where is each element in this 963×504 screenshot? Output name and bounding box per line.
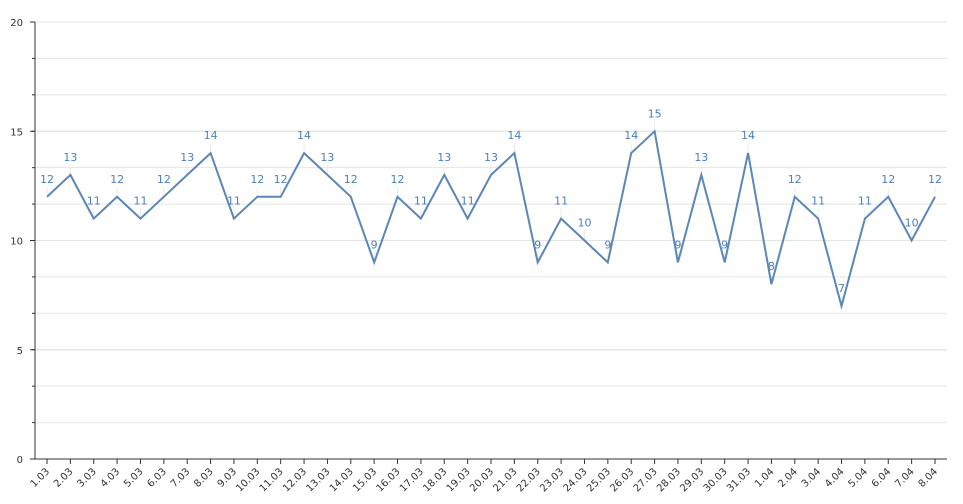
x-tick-label: 27.03 xyxy=(632,466,660,494)
data-label: 11 xyxy=(87,195,101,208)
x-tick-label: 1.04 xyxy=(753,466,777,490)
grid-lines xyxy=(35,21,947,424)
data-label: 12 xyxy=(391,173,405,186)
x-tick-label: 25.03 xyxy=(585,466,613,494)
series-line xyxy=(46,129,936,310)
x-tick-label: 6.03 xyxy=(145,466,169,490)
data-label: 11 xyxy=(133,195,147,208)
data-label: 13 xyxy=(694,151,708,164)
data-label: 14 xyxy=(624,129,638,142)
x-tick-label: 29.03 xyxy=(678,466,706,494)
y-tick-label: 0 xyxy=(17,455,23,466)
x-tick-label: 4.03 xyxy=(99,466,123,490)
data-label: 12 xyxy=(881,173,895,186)
x-tick-label: 13.03 xyxy=(305,466,333,494)
x-tick-label: 3.03 xyxy=(75,466,99,490)
data-label: 13 xyxy=(484,151,498,164)
data-label: 11 xyxy=(414,195,428,208)
x-tick-label: 7.04 xyxy=(893,466,917,490)
data-label: 8 xyxy=(768,260,775,273)
x-tick-label: 21.03 xyxy=(491,466,519,494)
data-label: 12 xyxy=(157,173,171,186)
data-label: 13 xyxy=(320,151,334,164)
y-tick-label: 10 xyxy=(10,237,23,248)
data-label: 12 xyxy=(274,173,288,186)
data-label: 14 xyxy=(297,129,311,142)
x-tick-label: 7.03 xyxy=(169,466,193,490)
data-label: 14 xyxy=(741,129,755,142)
data-label: 12 xyxy=(928,173,942,186)
x-tick-label: 12.03 xyxy=(281,466,309,494)
x-tick-label: 22.03 xyxy=(515,466,543,494)
data-label: 9 xyxy=(371,238,378,251)
x-tick-label: 10.03 xyxy=(234,466,262,494)
data-label: 12 xyxy=(250,173,264,186)
x-tick-label: 8.04 xyxy=(917,466,941,490)
data-label: 13 xyxy=(437,151,451,164)
x-tick-label: 20.03 xyxy=(468,466,496,494)
data-label: 13 xyxy=(63,151,77,164)
y-tick-label: 15 xyxy=(10,127,23,138)
x-tick-label: 2.03 xyxy=(52,466,76,490)
data-label: 11 xyxy=(858,195,872,208)
x-tick-label: 1.03 xyxy=(29,466,53,490)
y-tick-label: 20 xyxy=(10,18,23,29)
x-tick-label: 23.03 xyxy=(538,466,566,494)
y-tick-label: 5 xyxy=(17,346,23,357)
data-label: 14 xyxy=(507,129,521,142)
x-tick-label: 2.04 xyxy=(776,466,800,490)
x-tick-label: 28.03 xyxy=(655,466,683,494)
x-tick-label: 30.03 xyxy=(702,466,730,494)
data-label: 13 xyxy=(180,151,194,164)
x-tick-label: 26.03 xyxy=(608,466,636,494)
data-labels: 12 13 11 12 11 12 13 14 11 12 12 14 13 12 9 12 11 13 11 13 1… xyxy=(40,107,942,295)
x-tick-label: 17.03 xyxy=(398,466,426,494)
x-tick-label: 18.03 xyxy=(421,466,449,494)
data-label: 11 xyxy=(811,195,825,208)
x-tick-label: 11.03 xyxy=(258,466,286,494)
x-tick-label: 16.03 xyxy=(375,466,403,494)
x-tick-label: 4.04 xyxy=(823,466,847,490)
x-tick-label: 24.03 xyxy=(562,466,590,494)
data-label: 12 xyxy=(110,173,124,186)
x-tick-label: 15.03 xyxy=(351,466,379,494)
data-label: 7 xyxy=(838,282,845,295)
data-label: 12 xyxy=(788,173,802,186)
x-tick-label: 8.03 xyxy=(192,466,216,490)
data-label: 9 xyxy=(721,238,728,251)
data-label: 9 xyxy=(604,238,611,251)
x-tick-label: 19.03 xyxy=(445,466,473,494)
data-label: 10 xyxy=(577,217,591,230)
data-label: 14 xyxy=(204,129,218,142)
data-label: 11 xyxy=(461,195,475,208)
data-label: 12 xyxy=(344,173,358,186)
x-tick-label: 5.03 xyxy=(122,466,146,490)
data-label: 15 xyxy=(648,107,662,120)
data-label: 9 xyxy=(674,238,681,251)
data-label: 11 xyxy=(554,195,568,208)
series xyxy=(46,129,936,310)
x-tick-label: 14.03 xyxy=(328,466,356,494)
data-label: 11 xyxy=(227,195,241,208)
x-tick-label: 31.03 xyxy=(725,466,753,494)
data-label: 10 xyxy=(905,217,919,230)
data-label: 12 xyxy=(40,173,54,186)
x-tick-label: 6.04 xyxy=(870,466,894,490)
x-tick-label: 5.04 xyxy=(846,466,870,490)
data-label: 9 xyxy=(534,238,541,251)
x-tick-label: 3.04 xyxy=(800,466,824,490)
